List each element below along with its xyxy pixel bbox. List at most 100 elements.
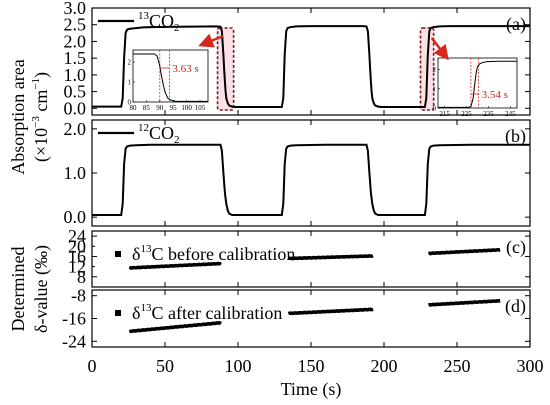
data-point-d: [162, 328, 165, 331]
y-axis-label-top-line2: (×10−3 cm−1): [30, 72, 52, 162]
xtick-label: 0: [88, 356, 97, 376]
data-point-c: [337, 256, 340, 259]
y-axis-label-bottom-line1: Determined: [8, 247, 28, 332]
data-point-d: [167, 327, 170, 330]
ytick-label-a: 3.0: [64, 0, 87, 18]
data-point-c: [164, 264, 167, 267]
data-point-c: [342, 256, 345, 259]
ytick-label-c: 24: [68, 226, 86, 246]
data-point-d: [300, 312, 302, 315]
inset-xtick-label: 85: [143, 104, 151, 112]
data-point-c: [466, 251, 468, 254]
data-point-d: [219, 321, 222, 324]
data-point-d: [138, 330, 141, 333]
data-point-d: [131, 329, 134, 332]
inset-ytick-label: 0: [128, 99, 132, 107]
data-point-d: [363, 307, 366, 310]
y-label-sup: −3: [30, 116, 42, 128]
data-point-c: [497, 248, 500, 251]
xtick-label: 300: [517, 356, 544, 376]
data-point-c: [368, 254, 371, 257]
data-point-c: [305, 257, 307, 260]
data-point-c: [361, 256, 364, 259]
inset-annotation: 3.63 s: [172, 63, 198, 75]
inset-ytick-label: 2: [433, 66, 437, 74]
data-point-d: [171, 327, 173, 330]
x-axis-label: Time (s): [281, 379, 342, 400]
data-point-d: [370, 307, 373, 310]
data-point-c: [143, 267, 146, 270]
data-point-c: [489, 250, 492, 253]
inset-xtick-label: 215: [439, 110, 450, 118]
data-point-c: [201, 262, 204, 265]
data-point-d: [157, 328, 160, 331]
data-point-c: [477, 249, 480, 251]
data-point-d: [351, 310, 354, 313]
data-point-d: [472, 300, 475, 303]
inset-2: 0 1 2 215 225 235 245 3.54 s: [433, 57, 518, 118]
data-point-d: [457, 303, 460, 306]
ytick-label-a: 1.0: [64, 65, 87, 85]
data-point-c: [199, 264, 202, 267]
data-point-c: [476, 250, 478, 253]
data-point-c: [311, 255, 314, 258]
inset-xtick-label: 90: [156, 104, 164, 112]
data-point-c: [325, 255, 328, 258]
data-point-d: [143, 329, 146, 332]
data-point-c: [150, 265, 153, 267]
data-point-d: [466, 302, 468, 305]
data-point-d: [479, 301, 482, 304]
data-point-c: [452, 252, 455, 254]
ytick-label-d: -16: [62, 309, 86, 329]
data-point-c: [498, 249, 501, 252]
inset-ytick-label: 2: [128, 59, 132, 67]
ytick-label-d: -24: [62, 331, 86, 351]
data-point-c: [182, 263, 185, 266]
inset-line: [133, 53, 208, 102]
data-point-d: [208, 323, 211, 326]
xtick-label: 200: [371, 356, 398, 376]
data-point-c: [459, 250, 462, 252]
data-point-c: [369, 255, 372, 258]
data-point-d: [428, 304, 431, 307]
data-point-d: [129, 331, 132, 334]
data-point-d: [298, 311, 301, 313]
data-point-d: [371, 309, 374, 312]
data-point-c: [131, 265, 134, 268]
data-point-c: [349, 254, 352, 257]
ytick-label-b: 2.0: [64, 119, 87, 139]
minor-ytick-label-c: 12: [68, 257, 86, 277]
data-point-c: [316, 255, 319, 258]
data-point-d: [496, 299, 499, 301]
data-point-d: [335, 309, 338, 312]
ytick-label-b: 0.0: [64, 207, 87, 227]
data-point-d: [218, 322, 221, 325]
data-point-d: [477, 300, 480, 303]
data-point-c: [293, 256, 296, 259]
data-point-c: [472, 249, 475, 252]
data-point-c: [167, 266, 170, 268]
data-point-d: [440, 302, 443, 305]
y-label-part: cm: [31, 90, 51, 117]
inset-frame: [132, 49, 209, 103]
highlight-box-1: [216, 27, 235, 111]
data-point-d: [342, 310, 345, 313]
data-point-d: [368, 307, 371, 310]
ytick-label-a: 2.5: [64, 15, 87, 35]
inset-xtick-label: 235: [483, 110, 494, 118]
data-point-c: [351, 256, 354, 259]
data-point-c: [129, 267, 132, 270]
data-point-d: [489, 301, 492, 304]
legend-post: C after calibration: [151, 303, 282, 323]
data-point-d: [318, 311, 321, 314]
panel-d: -24-16 -8 (d) δ13C after calibration: [62, 286, 531, 351]
data-point-c: [291, 258, 294, 261]
xtick-label: 150: [298, 356, 325, 376]
data-point-d: [169, 325, 172, 328]
data-point-c: [208, 263, 211, 266]
data-point-c: [438, 252, 441, 255]
legend-main: CO: [149, 123, 174, 143]
data-point-c: [176, 265, 178, 268]
